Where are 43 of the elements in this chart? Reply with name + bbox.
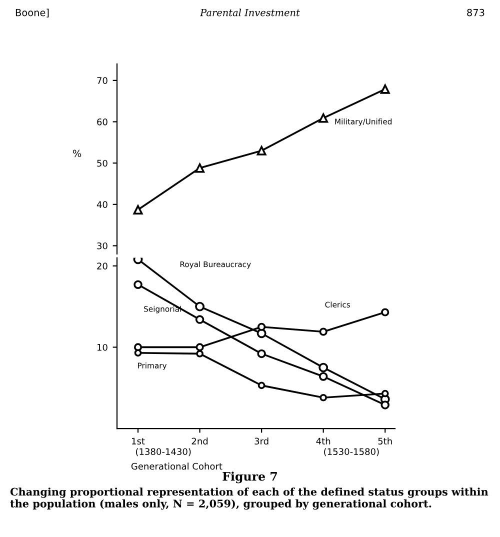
point [258,322,266,331]
caption: Figure 7 [222,472,277,484]
text: 873 [467,8,484,16]
point [196,350,204,358]
point [134,343,142,352]
point [318,372,328,381]
y-tick-label: 10 [97,344,108,351]
y-tick-label: 60 [97,118,108,126]
x-tick-label: 2nd [192,438,208,445]
point [195,302,205,312]
y-tick-label: 30 [97,242,108,250]
point [195,315,204,324]
text: Boone] [16,8,49,18]
x-tick-label: 5th [378,438,392,445]
point [318,113,328,123]
point [133,205,143,215]
point [195,163,205,173]
y-tick-label: 20 [97,262,108,270]
x-axis-title: Generational Cohort [131,462,222,470]
point [134,280,142,289]
point [381,390,389,398]
y-tick-label: 50 [97,160,108,167]
point [257,349,266,358]
point [258,382,266,390]
point [319,328,328,336]
text: (1380-1430) [136,448,191,456]
x-tick-label: 4th [316,438,330,444]
point [134,349,142,357]
point [380,400,390,410]
point [381,308,390,316]
point [318,362,328,372]
point [256,146,266,156]
point [196,343,204,352]
point [320,394,328,402]
y-tick-label: 40 [96,201,108,208]
text: (1530-1580) [324,448,379,456]
x-tick-label: 3rd [254,438,268,445]
x-tick-label: 1st [132,438,145,445]
y-tick-label: 70 [97,77,108,84]
text: Parental Investment [200,8,300,16]
y-axis-title: % [72,150,82,158]
text: Changing proportional representation of each of the defined status groups within the population (males only, N = 2,059), grouped by generational cohort. [10,488,488,510]
point [380,84,390,94]
